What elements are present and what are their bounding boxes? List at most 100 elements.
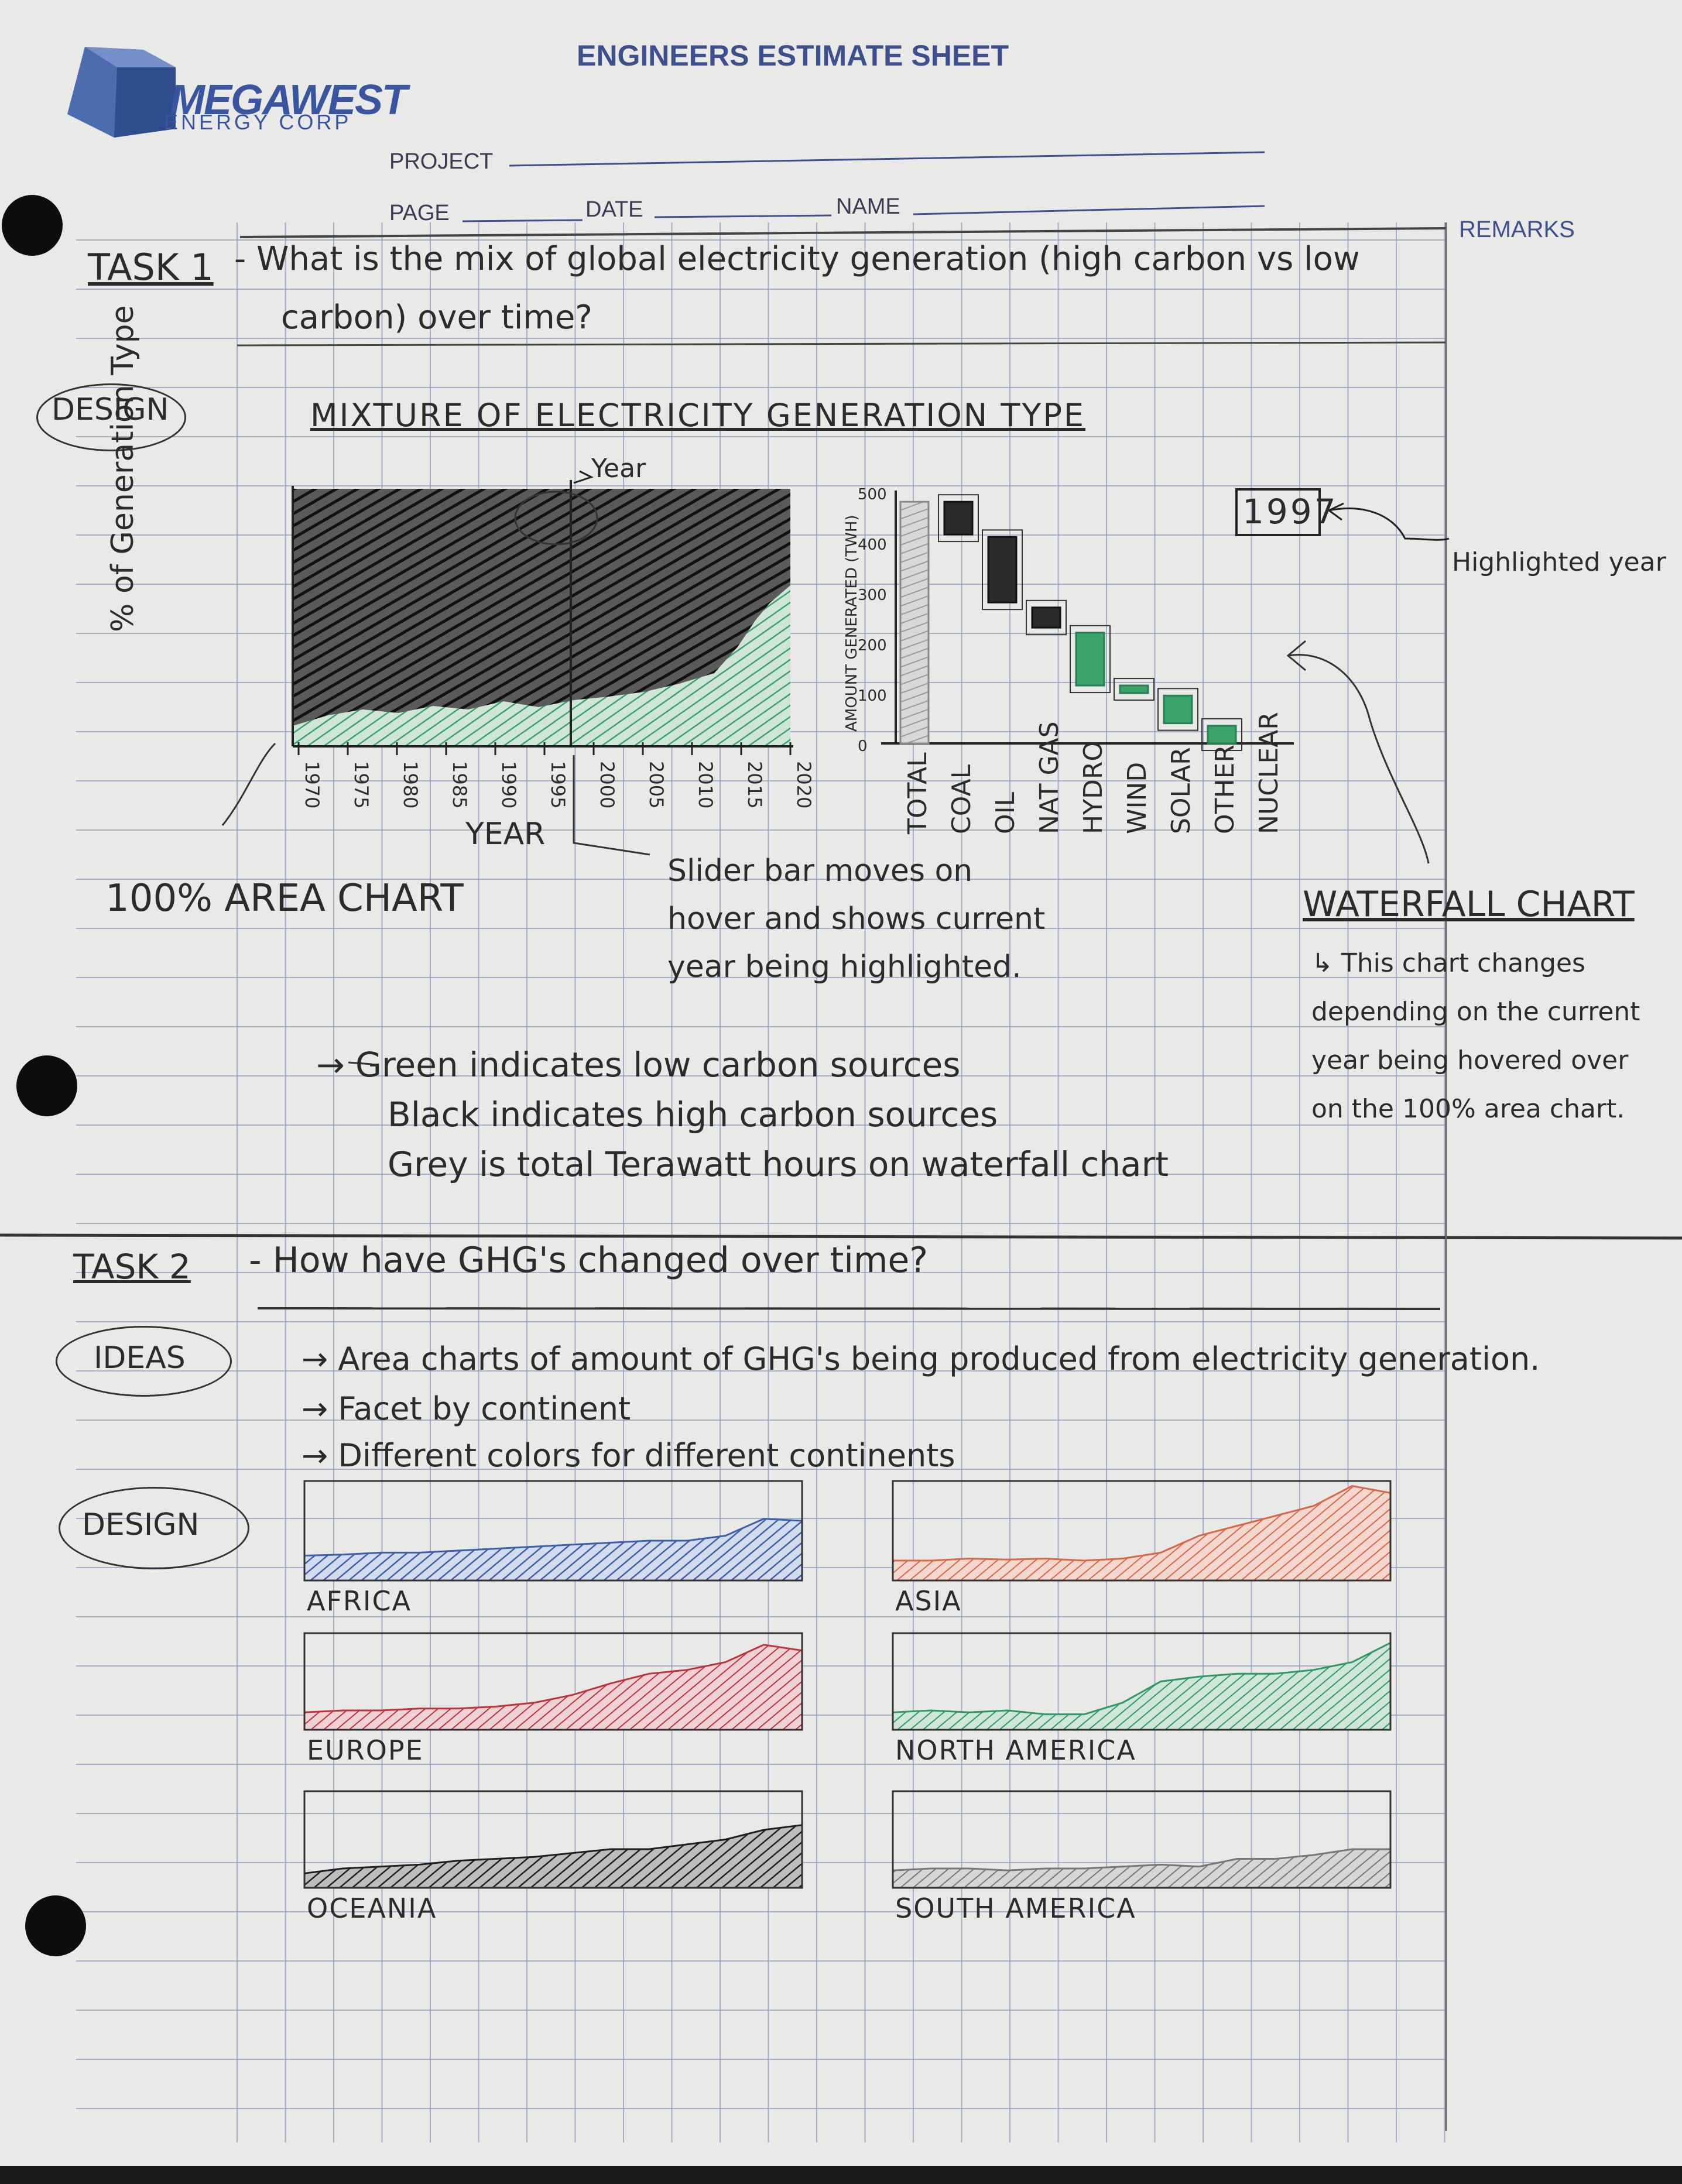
waterfall-category-label: OIL [991, 791, 1020, 834]
waterfall-chart [881, 491, 1294, 752]
x-tick-label: 2010 [694, 761, 717, 808]
waterfall-category-label: SOLAR [1166, 747, 1196, 834]
waterfall-category-label: COAL [947, 764, 977, 834]
continent-area-africa [303, 1518, 803, 1582]
page-label: PAGE [389, 201, 450, 225]
waterfall-y-tick: 200 [858, 637, 887, 654]
continent-area-asia [892, 1484, 1392, 1582]
date-label: DATE [585, 197, 643, 222]
continent-panel-frame [303, 1790, 803, 1889]
slider-note-line: hover and shows current [667, 901, 1046, 937]
x-tick-label: 2015 [744, 761, 766, 808]
waterfall-y-tick: 300 [858, 587, 887, 604]
slider-year-label: Year [591, 454, 646, 484]
logo-subtitle: ENERGY CORP [164, 110, 352, 134]
x-tick-label: 1975 [350, 761, 372, 808]
task2-label: TASK 2 [73, 1247, 191, 1287]
waterfall-note-line: ↳ This chart changes [1311, 948, 1585, 978]
waterfall-category-label: HYDRO [1078, 740, 1108, 834]
waterfall-bar-total [899, 500, 930, 745]
slider-note-line: year being highlighted. [667, 949, 1022, 985]
area-chart-low-carbon-area [293, 585, 790, 746]
area-chart-x-label: YEAR [465, 817, 546, 852]
name-label: NAME [836, 194, 900, 219]
waterfall-bar-outline [1201, 718, 1242, 752]
waterfall-category-label: NAT GAS [1034, 721, 1064, 834]
idea-item: → Facet by continent [302, 1390, 631, 1427]
waterfall-category-label: NUCLEAR [1254, 712, 1284, 834]
task2-ideas-oval [56, 1326, 232, 1397]
waterfall-category-label: TOTAL [903, 752, 933, 834]
megawest-logo-icon [67, 47, 176, 138]
task1-design-oval [36, 383, 186, 451]
x-tick-label: 1980 [399, 761, 422, 808]
continent-panel-label: AFRICA [307, 1585, 412, 1617]
area-chart: 1970 1975 1980 1985 1990 1995 2000 2005 2010 2015… [292, 470, 815, 808]
task1-design-label: DESIGN [52, 392, 169, 427]
x-tick-label: 1985 [448, 761, 471, 808]
waterfall-category-label: OTHER [1210, 745, 1240, 834]
continent-panel-frame [892, 1480, 1392, 1582]
idea-item: → Different colors for different contine… [302, 1437, 955, 1474]
x-tick-label: 1990 [498, 761, 520, 808]
continent-area-north-america [892, 1641, 1392, 1731]
idea-item: → Area charts of amount of GHG's being p… [302, 1340, 1540, 1377]
waterfall-bar-oil [987, 536, 1018, 604]
highlighted-year-note: Highlighted year [1452, 547, 1666, 577]
task2-design-oval [59, 1487, 249, 1569]
legend-note-green: → Green indicates low carbon sources [316, 1045, 961, 1085]
continent-area-south-america [892, 1848, 1392, 1889]
x-tick-label: 2005 [645, 761, 667, 808]
continent-area-charts [303, 1480, 1392, 1889]
area-chart-y-label: % of Generation Type [105, 305, 141, 632]
waterfall-note-line: depending on the current [1311, 997, 1640, 1027]
waterfall-bar-outline [1157, 688, 1198, 731]
task2-ideas-label: IDEAS [94, 1340, 186, 1376]
waterfall-bar-outline [938, 494, 979, 543]
waterfall-chart-type-label: WATERFALL CHART [1303, 884, 1635, 925]
x-tick-label: 1970 [301, 761, 323, 808]
continent-panel-label: ASIA [895, 1585, 962, 1617]
waterfall-y-tick: 400 [858, 536, 887, 554]
continent-panel-label: OCEANIA [307, 1892, 437, 1924]
continent-area-europe [303, 1644, 803, 1731]
continent-panel-label: EUROPE [307, 1734, 424, 1766]
year-slider-handle[interactable] [514, 491, 598, 546]
waterfall-y-tick: 500 [858, 486, 887, 503]
continent-panel-frame [303, 1632, 803, 1731]
legend-note-black: Black indicates high carbon sources [388, 1095, 998, 1134]
chart-title: MIXTURE OF ELECTRICITY GENERATION TYPE [310, 397, 1086, 434]
continent-panel-label: SOUTH AMERICA [895, 1892, 1136, 1924]
continent-panel-frame [892, 1790, 1392, 1889]
highlighted-year-box [1235, 488, 1321, 536]
project-label: PROJECT [389, 149, 494, 174]
continent-panel-frame [303, 1480, 803, 1582]
waterfall-y-tick: 100 [858, 687, 887, 705]
waterfall-bar-hydro [1075, 632, 1105, 687]
continent-panel-frame [892, 1632, 1392, 1731]
x-tick-label: 2020 [793, 761, 815, 808]
punch-hole-bottom [25, 1895, 86, 1956]
punch-hole-middle [16, 1055, 77, 1116]
highlighted-year-value: 1997 [1242, 492, 1338, 532]
task1-question-line1: - What is the mix of global electricity … [234, 240, 1360, 278]
area-chart-type-label: 100% AREA CHART [105, 877, 464, 920]
task2-question: - How have GHG's changed over time? [249, 1240, 929, 1281]
task1-label: TASK 1 [88, 246, 214, 289]
sheet-title: ENGINEERS ESTIMATE SHEET [577, 39, 1009, 72]
legend-note-grey: Grey is total Terawatt hours on waterfal… [388, 1144, 1169, 1184]
waterfall-bar-solar [1163, 694, 1193, 725]
waterfall-bar-wind [1119, 684, 1149, 694]
remarks-label: REMARKS [1459, 217, 1575, 242]
waterfall-bar-coal [943, 500, 974, 536]
punch-hole-top [2, 195, 63, 256]
waterfall-note-line: on the 100% area chart. [1311, 1094, 1625, 1124]
waterfall-bar-outline [982, 529, 1023, 611]
continent-panel-label: NORTH AMERICA [895, 1734, 1136, 1766]
waterfall-y-tick: 0 [858, 738, 868, 755]
x-tick-label: 2000 [596, 761, 618, 808]
waterfall-bar-outline [1026, 599, 1067, 636]
waterfall-note-line: year being hovered over [1311, 1045, 1629, 1075]
